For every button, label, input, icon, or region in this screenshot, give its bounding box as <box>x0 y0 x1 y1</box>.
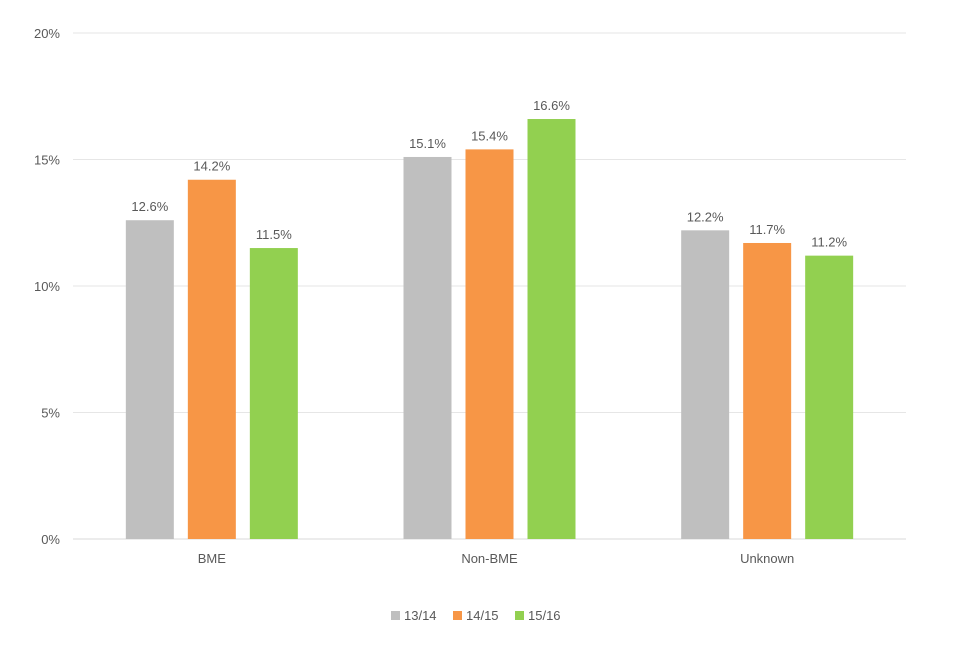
data-label: 16.6% <box>533 98 570 113</box>
y-tick-label: 15% <box>34 153 60 168</box>
data-label: 15.1% <box>409 136 446 151</box>
data-label: 11.5% <box>256 227 292 242</box>
legend-item-label: 13/14 <box>404 608 437 623</box>
y-tick-label: 5% <box>41 406 60 421</box>
data-label: 12.6% <box>131 199 168 214</box>
x-tick-label: Unknown <box>740 551 794 566</box>
data-label: 15.4% <box>471 128 508 143</box>
y-tick-label: 20% <box>34 26 60 41</box>
x-tick-label: Non-BME <box>461 551 518 566</box>
bar-bme-13-14[interactable] <box>125 220 174 539</box>
bar-non-bme-14-15[interactable] <box>465 149 514 539</box>
legend-item-label: 15/16 <box>528 608 561 623</box>
data-label: 11.2% <box>811 235 847 250</box>
bar-non-bme-13-14[interactable] <box>403 156 452 539</box>
bar-unknown-14-15[interactable] <box>743 242 792 540</box>
x-tick-label: BME <box>198 551 227 566</box>
data-label: 12.2% <box>687 209 724 224</box>
legend-swatch <box>391 611 400 620</box>
bar-unknown-15-16[interactable] <box>805 255 854 539</box>
bar-unknown-13-14[interactable] <box>681 230 730 539</box>
y-tick-label: 10% <box>34 279 60 294</box>
bar-bme-14-15[interactable] <box>187 179 236 540</box>
legend-swatch <box>515 611 524 620</box>
legend-swatch <box>453 611 462 620</box>
y-tick-label: 0% <box>41 532 60 547</box>
bar-bme-15-16[interactable] <box>249 248 298 540</box>
legend-item-label: 14/15 <box>466 608 499 623</box>
data-label: 14.2% <box>193 159 230 174</box>
bar-non-bme-15-16[interactable] <box>527 119 576 540</box>
data-label: 11.7% <box>749 222 785 237</box>
